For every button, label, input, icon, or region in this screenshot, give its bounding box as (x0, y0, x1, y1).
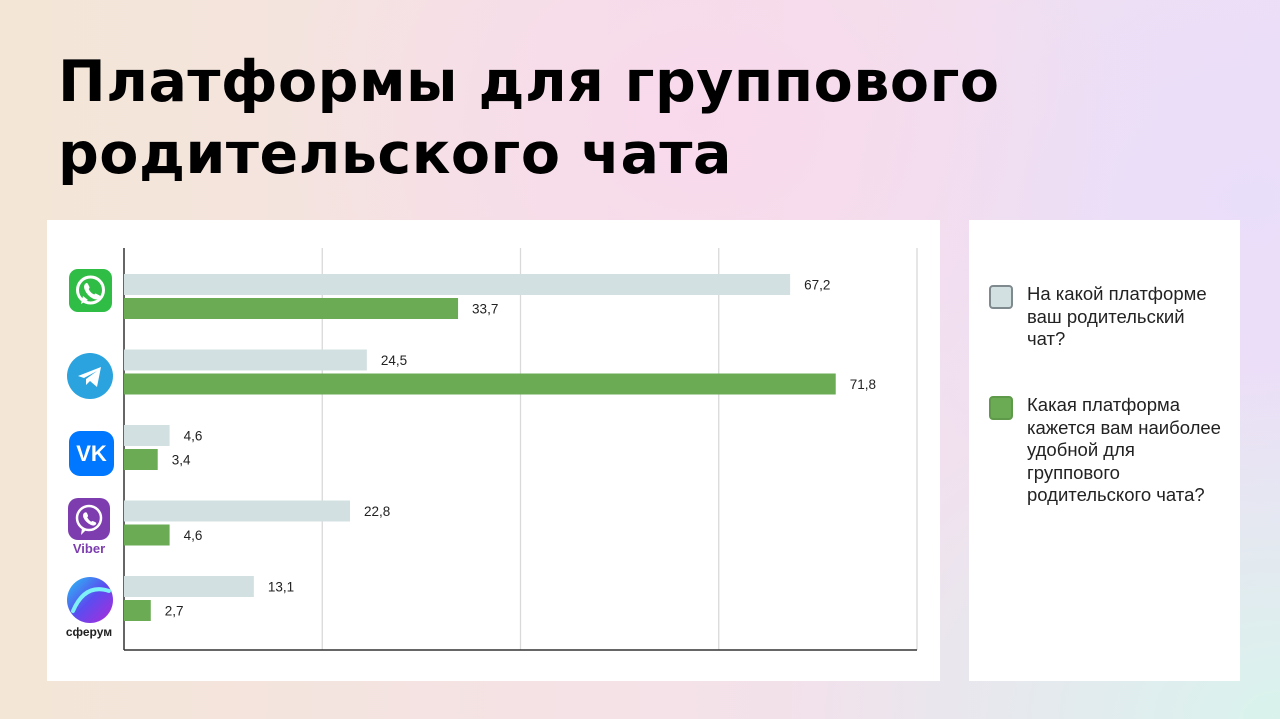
whatsapp-icon (69, 269, 112, 312)
svg-text:VK: VK (76, 441, 107, 466)
legend-label-series-1: На какой платформе ваш родительский чат? (1027, 283, 1207, 349)
data-label: 4,6 (184, 429, 203, 444)
data-label: 3,4 (172, 453, 191, 468)
bar-сферум-series-2 (124, 600, 151, 621)
legend-label-series-2: Какая платформа кажется вам наиболее удо… (1027, 394, 1221, 505)
sferum-icon-label: сферум (66, 625, 112, 639)
sferum-icon: сферум (66, 577, 113, 639)
data-label: 24,5 (381, 353, 407, 368)
page-title: Платформы для группового родительского ч… (58, 46, 1158, 190)
bar-whatsapp-series-1 (124, 274, 791, 295)
chart-card: 67,2 33,7 24,5 71,8 4,6 3,4 22,8 4,6 13,1 2,7 VK (47, 220, 940, 681)
viber-icon-label: Viber (73, 541, 105, 556)
data-labels-layer: 67,2 33,7 24,5 71,8 4,6 3,4 22,8 4,6 13,1 2,7 (165, 278, 876, 619)
telegram-icon (67, 353, 113, 399)
data-label: 13,1 (268, 580, 294, 595)
legend-swatch-series-2 (989, 396, 1013, 420)
legend-swatch-series-1 (989, 285, 1013, 309)
title-line-1: Платформы для группового (58, 49, 1000, 115)
category-icons-layer: VK Viber (66, 269, 114, 639)
data-label: 4,6 (184, 528, 203, 543)
bar-сферум-series-1 (124, 576, 254, 597)
title-line-2: родительского чата (58, 121, 732, 187)
vk-icon: VK (69, 431, 114, 476)
bar-chart: 67,2 33,7 24,5 71,8 4,6 3,4 22,8 4,6 13,1 2,7 VK (66, 248, 918, 651)
data-label: 2,7 (165, 604, 184, 619)
data-label: 71,8 (850, 377, 876, 392)
viber-icon: Viber (68, 498, 110, 556)
bar-telegram-series-1 (124, 349, 367, 371)
bar-viber-series-1 (124, 500, 351, 522)
bar-telegram-series-2 (124, 373, 836, 395)
bars-layer (124, 274, 836, 621)
data-label: 67,2 (804, 278, 830, 293)
data-label: 33,7 (472, 302, 498, 317)
legend: На какой платформе ваш родительский чат?… (969, 220, 1240, 681)
bar-vk-series-2 (124, 449, 158, 470)
bar-whatsapp-series-2 (124, 298, 459, 319)
bar-vk-series-1 (124, 425, 170, 446)
data-label: 22,8 (364, 504, 390, 519)
bar-viber-series-2 (124, 524, 170, 546)
